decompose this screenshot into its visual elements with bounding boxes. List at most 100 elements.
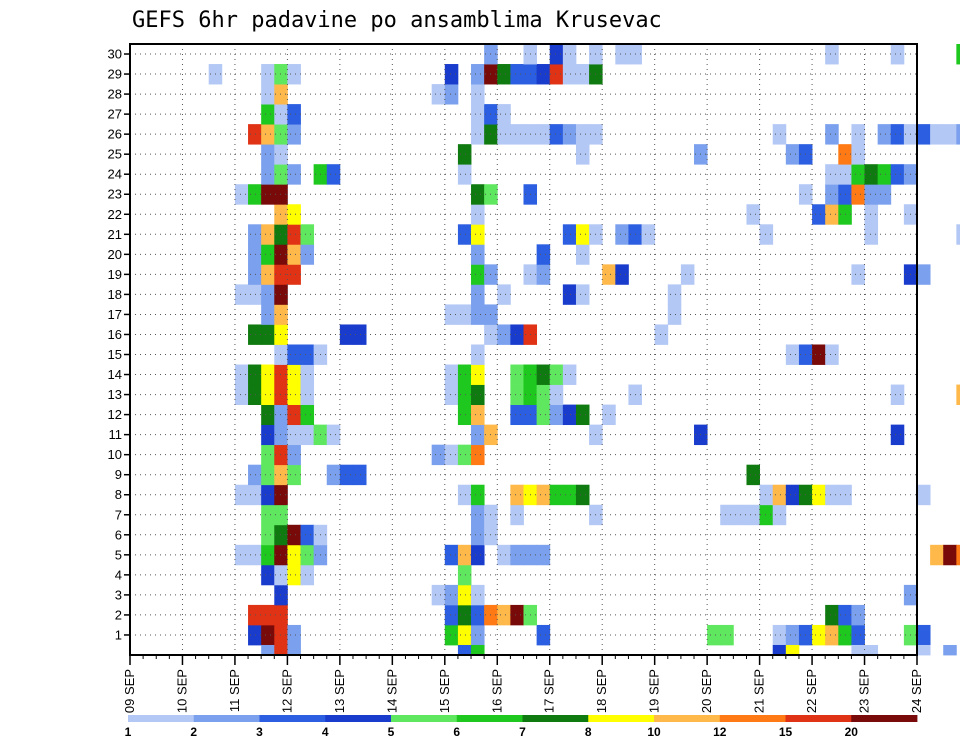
heatmap-cell <box>471 204 485 225</box>
heatmap-cell <box>851 624 865 646</box>
heatmap-cell <box>471 344 485 365</box>
heatmap-cell <box>300 404 315 426</box>
heatmap-cell <box>510 504 524 526</box>
heatmap-cell <box>471 244 485 265</box>
heatmap-cell <box>274 584 288 606</box>
heatmap-cell <box>248 624 262 646</box>
heatmap-cell <box>287 424 301 446</box>
heatmap-cell <box>287 224 301 245</box>
heatmap-cell <box>536 124 551 145</box>
heatmap-cell <box>287 264 301 285</box>
heatmap-cell <box>274 324 288 345</box>
heatmap-cell <box>471 404 485 426</box>
heatmap-cell <box>825 44 839 65</box>
heatmap-cell <box>471 544 485 566</box>
heatmap-cell <box>261 484 275 506</box>
legend-swatch <box>851 715 918 722</box>
heatmap-cell <box>956 384 960 405</box>
heatmap-cell <box>549 124 564 145</box>
heatmap-cell <box>261 304 275 325</box>
heatmap-cell <box>772 504 787 526</box>
heatmap-cell <box>300 224 315 245</box>
y-tick-label: 30 <box>108 47 122 62</box>
heatmap-cell <box>497 324 511 345</box>
heatmap-cell <box>549 44 564 65</box>
heatmap-cell <box>248 264 262 285</box>
heatmap-cell <box>654 324 669 345</box>
legend-swatch <box>522 715 589 722</box>
heatmap-cell <box>261 444 275 466</box>
heatmap-cell <box>274 544 288 566</box>
heatmap-cell <box>615 224 629 245</box>
y-tick-label: 2 <box>115 607 122 622</box>
heatmap-cell <box>457 484 472 506</box>
heatmap-cell <box>536 244 551 265</box>
heatmap-cell <box>287 464 301 486</box>
heatmap-cell <box>248 184 262 205</box>
legend-label: 6 <box>453 725 460 739</box>
heatmap-cell <box>274 204 288 225</box>
y-tick-label: 25 <box>108 147 122 162</box>
heatmap-cell <box>300 384 315 405</box>
heatmap-cell <box>339 324 354 345</box>
heatmap-cell <box>510 64 524 85</box>
y-tick-label: 5 <box>115 547 122 562</box>
heatmap-cell <box>772 124 787 145</box>
heatmap-cell <box>444 604 459 626</box>
heatmap-cell <box>248 464 262 486</box>
heatmap-cell <box>562 44 577 65</box>
heatmap-cell <box>274 604 288 626</box>
legend-swatch <box>193 715 260 722</box>
heatmap-cell <box>667 284 682 305</box>
x-tick-label: 23 SEP <box>857 669 872 713</box>
heatmap-cell <box>274 644 288 656</box>
heatmap-cell <box>943 644 957 656</box>
heatmap-cell <box>759 224 774 245</box>
heatmap-cell <box>234 284 249 305</box>
heatmap-cell <box>457 604 472 626</box>
heatmap-cell <box>287 524 301 546</box>
x-tick-label: 09 SEP <box>122 669 137 713</box>
heatmap-cell <box>562 64 577 85</box>
heatmap-cell <box>825 164 839 185</box>
heatmap-cell <box>326 164 341 185</box>
heatmap-cell <box>300 344 315 365</box>
chart-title: GEFS 6hr padavine po ansamblima Krusevac <box>132 8 662 33</box>
legend-label: 15 <box>779 725 793 739</box>
heatmap-cell <box>444 544 459 566</box>
heatmap-cell <box>287 444 301 466</box>
legend-swatch <box>654 715 721 722</box>
heatmap-cell <box>825 184 839 205</box>
heatmap-cell <box>471 284 485 305</box>
heatmap-cell <box>431 584 446 606</box>
heatmap-cell <box>720 624 734 646</box>
heatmap-cell <box>261 164 275 185</box>
heatmap-cell <box>444 364 459 385</box>
heatmap-cell <box>536 484 551 506</box>
heatmap-cell <box>471 84 485 105</box>
legend-label: 8 <box>585 725 592 739</box>
heatmap-cell <box>444 624 459 646</box>
x-tick-label: 21 SEP <box>752 669 767 713</box>
heatmap-cell <box>261 64 275 85</box>
heatmap-cell <box>575 224 590 245</box>
heatmap-cell <box>877 164 892 185</box>
heatmap-cell <box>825 604 839 626</box>
heatmap-cell <box>825 344 839 365</box>
heatmap-cell <box>864 644 879 656</box>
y-tick-label: 8 <box>115 487 122 502</box>
heatmap-cell <box>274 384 288 405</box>
color-legend: 1 2 3 4 5 6 7 8 10 12 15 20 <box>125 715 918 739</box>
heatmap-cell <box>890 124 905 145</box>
heatmap-cell <box>864 164 879 185</box>
heatmap-cell <box>471 504 485 526</box>
heatmap-cell <box>274 244 288 265</box>
heatmap-cell <box>274 224 288 245</box>
y-tick-label: 18 <box>108 287 122 302</box>
heatmap-cell <box>785 644 800 656</box>
heatmap-cell <box>261 644 275 656</box>
heatmap-cell <box>287 564 301 586</box>
heatmap-cell <box>274 464 288 486</box>
x-tick-label: 11 SEP <box>227 669 242 712</box>
heatmap-cell <box>261 144 275 165</box>
